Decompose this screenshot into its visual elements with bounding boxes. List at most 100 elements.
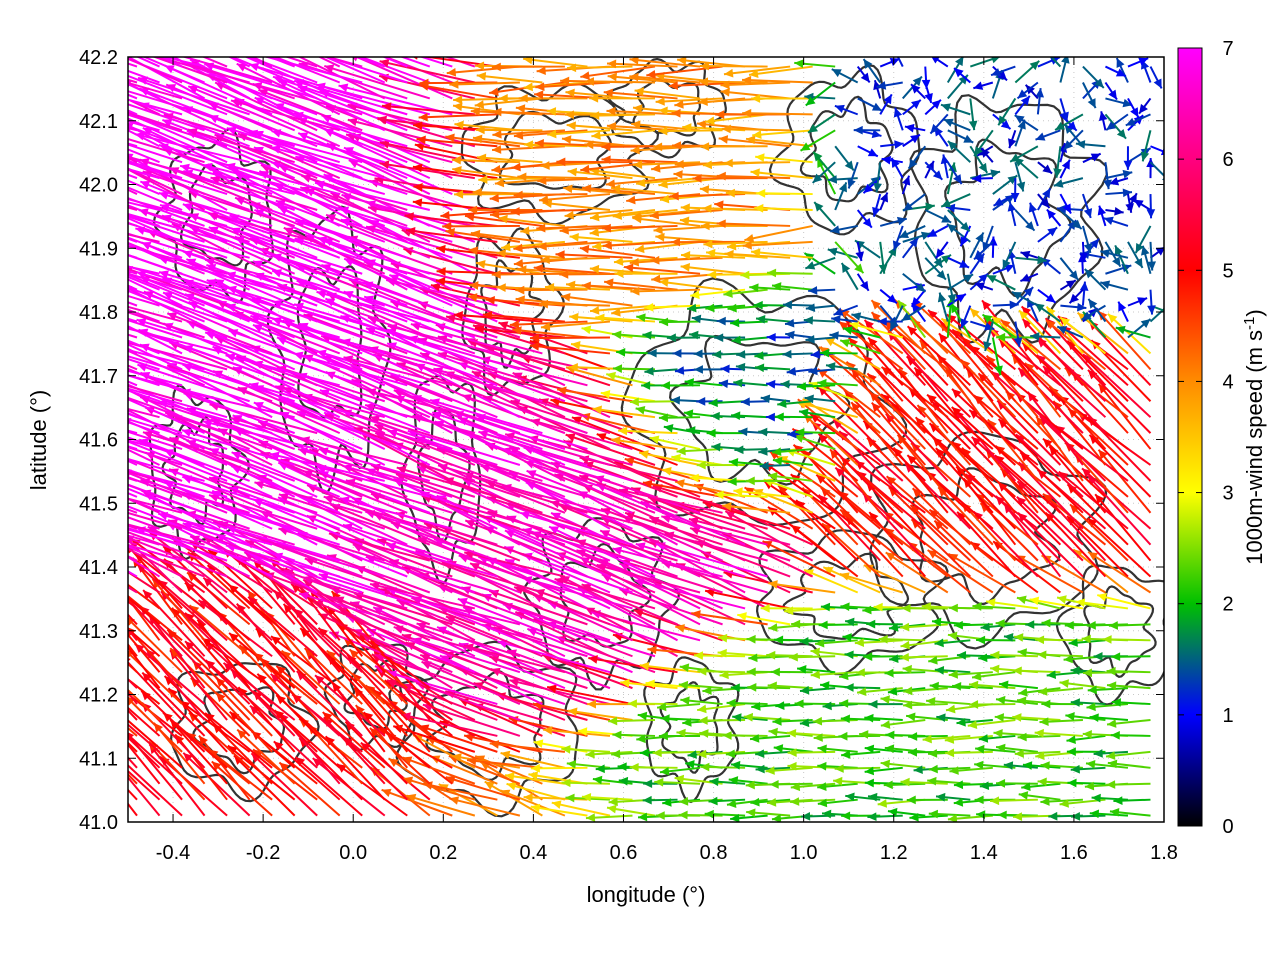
wind-arrow — [296, 670, 363, 737]
wind-arrow — [128, 555, 161, 578]
wind-arrow — [714, 490, 768, 500]
wind-arrow — [135, 226, 250, 259]
wind-arrow — [851, 312, 881, 323]
wind-arrow — [128, 319, 183, 339]
wind-arrow — [589, 304, 656, 315]
wind-arrow — [658, 731, 701, 741]
wind-arrow — [1059, 159, 1071, 179]
wind-arrow — [1021, 782, 1061, 792]
wind-arrow — [864, 778, 903, 788]
wind-arrow — [128, 98, 160, 116]
wind-arrow — [854, 638, 903, 647]
wind-arrow — [840, 602, 881, 612]
wind-arrow — [1001, 241, 1017, 270]
wind-arrow — [491, 270, 565, 279]
wind-arrow — [1028, 202, 1039, 227]
wind-arrow — [404, 212, 498, 227]
wind-arrow — [128, 90, 205, 116]
wind-arrow — [128, 421, 160, 435]
wind-arrow — [128, 627, 161, 658]
colorbar-tick-label: 6 — [1222, 149, 1233, 171]
wind-arrow — [879, 192, 889, 211]
wind-arrow — [128, 143, 183, 164]
wind-arrow — [1024, 362, 1084, 418]
wind-arrow — [724, 510, 814, 562]
wind-arrow — [128, 168, 206, 211]
wind-arrow — [856, 65, 871, 84]
wind-arrow — [853, 125, 881, 135]
wind-arrow — [1106, 681, 1151, 691]
wind-arrow — [910, 289, 927, 308]
wind-arrow — [829, 448, 882, 514]
wind-arrow — [796, 382, 836, 391]
wind-arrow — [1138, 97, 1152, 115]
colorbar-ticks: 0 1 2 3 4 5 6 7 — [1178, 38, 1234, 838]
wind-arrow — [945, 203, 971, 213]
wind-arrow — [1021, 341, 1084, 402]
wind-arrow — [1025, 620, 1061, 629]
x-tick-label: 0.2 — [429, 842, 457, 864]
wind-arrow — [142, 430, 250, 466]
wind-arrow — [929, 113, 949, 135]
wind-arrow — [179, 163, 295, 196]
wind-arrow — [402, 776, 476, 801]
wind-arrow — [181, 57, 273, 84]
wind-arrow — [991, 315, 1039, 355]
wind-arrow — [453, 310, 543, 323]
y-tick-label: 41.9 — [79, 238, 118, 260]
wind-arrow — [561, 745, 611, 754]
wind-arrow — [907, 145, 927, 170]
wind-arrow — [903, 700, 948, 710]
wind-arrow — [1059, 209, 1083, 230]
wind-arrow — [418, 112, 498, 122]
contour-line — [148, 384, 251, 561]
wind-arrow — [416, 622, 521, 658]
wind-arrow — [839, 338, 881, 355]
wind-arrow — [128, 57, 183, 84]
wind-arrow — [635, 405, 678, 419]
wind-arrow — [186, 571, 251, 626]
wind-arrow — [976, 635, 1016, 645]
wind-arrow — [931, 57, 949, 68]
wind-arrow — [883, 780, 926, 790]
wind-arrow — [412, 163, 498, 180]
wind-arrow — [1097, 593, 1151, 610]
y-tick-label: 41.4 — [79, 557, 118, 579]
wind-arrow — [298, 591, 408, 626]
wind-arrow — [866, 437, 926, 498]
wind-arrow — [720, 87, 791, 100]
wind-arrow — [709, 777, 746, 787]
wind-arrow — [644, 302, 701, 312]
wind-arrow — [128, 113, 228, 148]
wind-arrow — [867, 812, 903, 822]
wind-arrow — [744, 224, 813, 243]
wind-arrow — [830, 224, 858, 234]
y-axis-title: latitude (°) — [26, 390, 51, 491]
wind-arrow — [159, 755, 228, 817]
wind-arrow — [293, 607, 363, 673]
wind-arrow — [142, 127, 251, 180]
wind-arrow — [612, 730, 656, 740]
wind-arrow — [128, 497, 205, 530]
wind-arrow — [1070, 698, 1106, 707]
contour-line — [620, 277, 908, 527]
wind-arrow — [563, 184, 633, 196]
wind-arrow — [1046, 208, 1062, 227]
wind-arrow — [1059, 57, 1070, 83]
wind-arrow — [128, 129, 160, 148]
wind-arrow — [158, 191, 273, 227]
wind-arrow — [945, 748, 993, 758]
wind-arrow — [947, 273, 974, 291]
wind-arrow — [629, 57, 701, 68]
wind-arrow — [340, 218, 453, 259]
contour-line — [523, 517, 680, 691]
wind-arrow — [940, 103, 971, 116]
wind-arrow — [135, 57, 160, 68]
wind-arrow — [790, 782, 836, 792]
wind-arrow — [569, 232, 633, 243]
wind-arrow — [128, 213, 228, 243]
wind-arrow — [820, 486, 881, 546]
wind-arrow — [445, 133, 521, 148]
wind-arrow — [910, 518, 972, 578]
